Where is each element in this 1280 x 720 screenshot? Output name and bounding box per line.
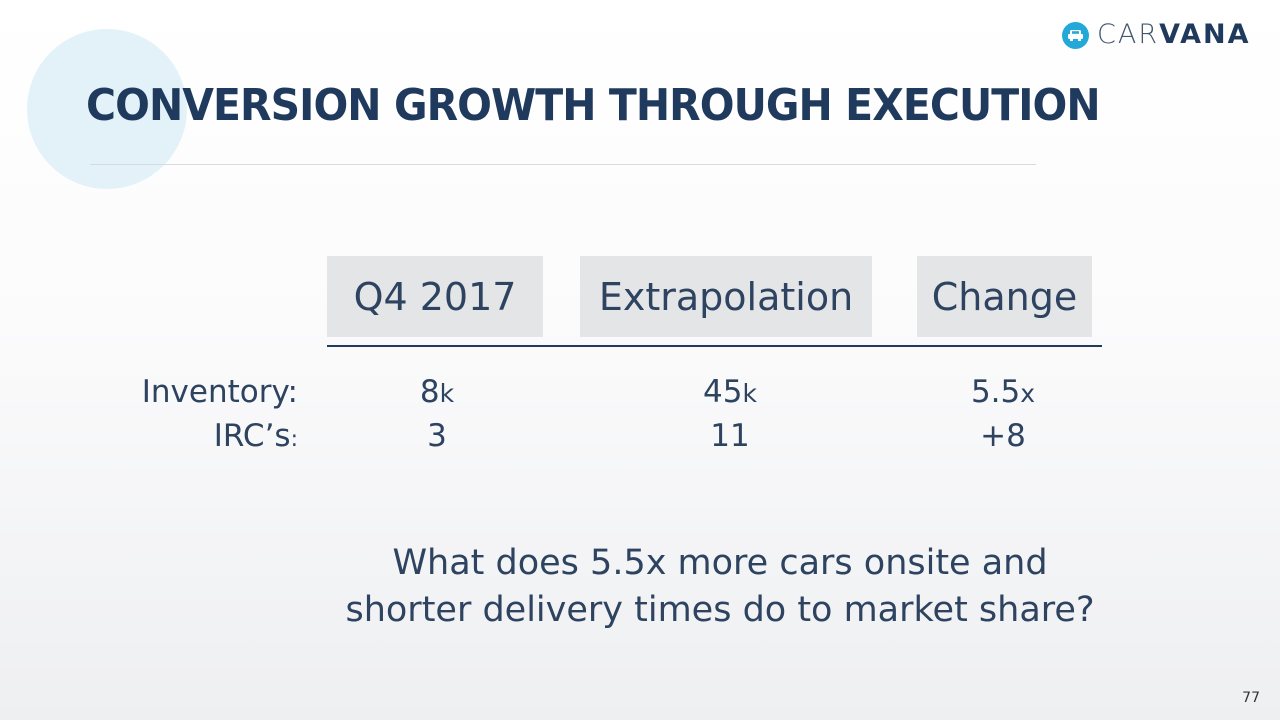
question-line-2: shorter delivery times do to market shar… [345, 590, 1095, 630]
value-unit: k [439, 379, 455, 408]
value-number: 8 [419, 374, 440, 410]
column-header-extrapolation: Extrapolation [580, 256, 872, 337]
ircs-extrapolation-value: 11 [710, 418, 750, 454]
row-label-ircs: IRC’s: [214, 418, 298, 458]
logo-text-light: CAR [1097, 19, 1160, 50]
value-unit: k [742, 379, 757, 408]
inventory-extrapolation-value: 45k [620, 374, 840, 412]
row-label-text: Inventory [141, 374, 288, 410]
row-label-suffix: : [290, 427, 298, 452]
inventory-q4-value: 8k [327, 374, 547, 412]
question-text: What does 5.5x more cars onsite and shor… [320, 540, 1120, 634]
value-number: 5.5 [970, 374, 1021, 410]
column-header-q4-2017: Q4 2017 [327, 256, 543, 337]
ircs-change-value: +8 [980, 418, 1026, 454]
car-icon [1062, 21, 1089, 49]
column-header-change: Change [917, 256, 1092, 337]
question-line-1: What does 5.5x more cars onsite and [392, 543, 1048, 583]
row-label-text: IRC’s [213, 418, 291, 454]
carvana-logo: CARVANA [1062, 20, 1251, 50]
logo-text-bold: VANA [1159, 19, 1251, 50]
page-number: 77 [1242, 690, 1260, 706]
ircs-q4-value: 3 [427, 418, 447, 454]
title-divider [90, 164, 1036, 165]
row-label-inventory: Inventory: [142, 374, 298, 410]
logo-wordmark: CARVANA [1097, 20, 1251, 50]
page-title: CONVERSION GROWTH THROUGH EXECUTION [86, 80, 1101, 131]
inventory-change-value: 5.5x [893, 374, 1113, 412]
row-label-suffix: : [287, 374, 298, 410]
decorative-circle [27, 29, 187, 189]
value-number: 45 [703, 374, 743, 410]
header-divider [327, 345, 1102, 347]
value-unit: x [1020, 379, 1036, 408]
